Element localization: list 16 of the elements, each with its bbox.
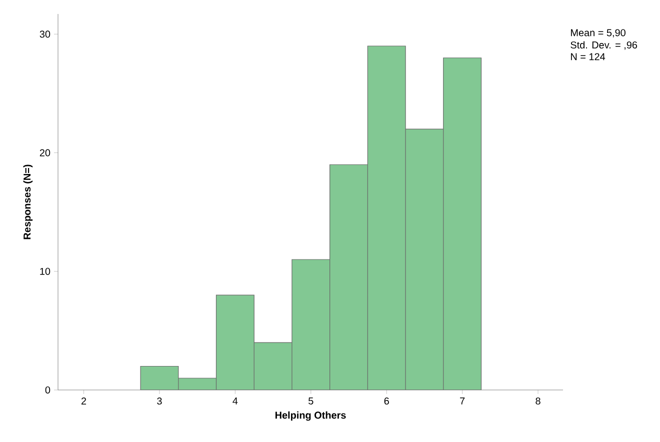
x-tick-label: 7	[460, 398, 465, 404]
y-tick-label: 0	[45, 386, 50, 394]
y-tick-label: 10	[40, 268, 50, 275]
y-tick-label: 30	[40, 30, 50, 38]
x-tick-label: 2	[81, 398, 86, 404]
text: N = 124	[571, 53, 606, 60]
text: Std. Dev. = ,96	[570, 41, 638, 50]
x-tick-label: 6	[384, 398, 389, 405]
x-tick-label: 5	[308, 398, 314, 404]
y-tick-label: 20	[40, 149, 50, 156]
y-axis-title: Responses (N=)	[23, 164, 33, 240]
x-tick-label: 8	[536, 398, 540, 405]
x-tick-label: 4	[232, 398, 238, 404]
x-tick-label: 3	[157, 398, 162, 405]
x-axis-title: Helping Others	[275, 411, 346, 421]
text: Mean = 5,90	[571, 29, 626, 38]
